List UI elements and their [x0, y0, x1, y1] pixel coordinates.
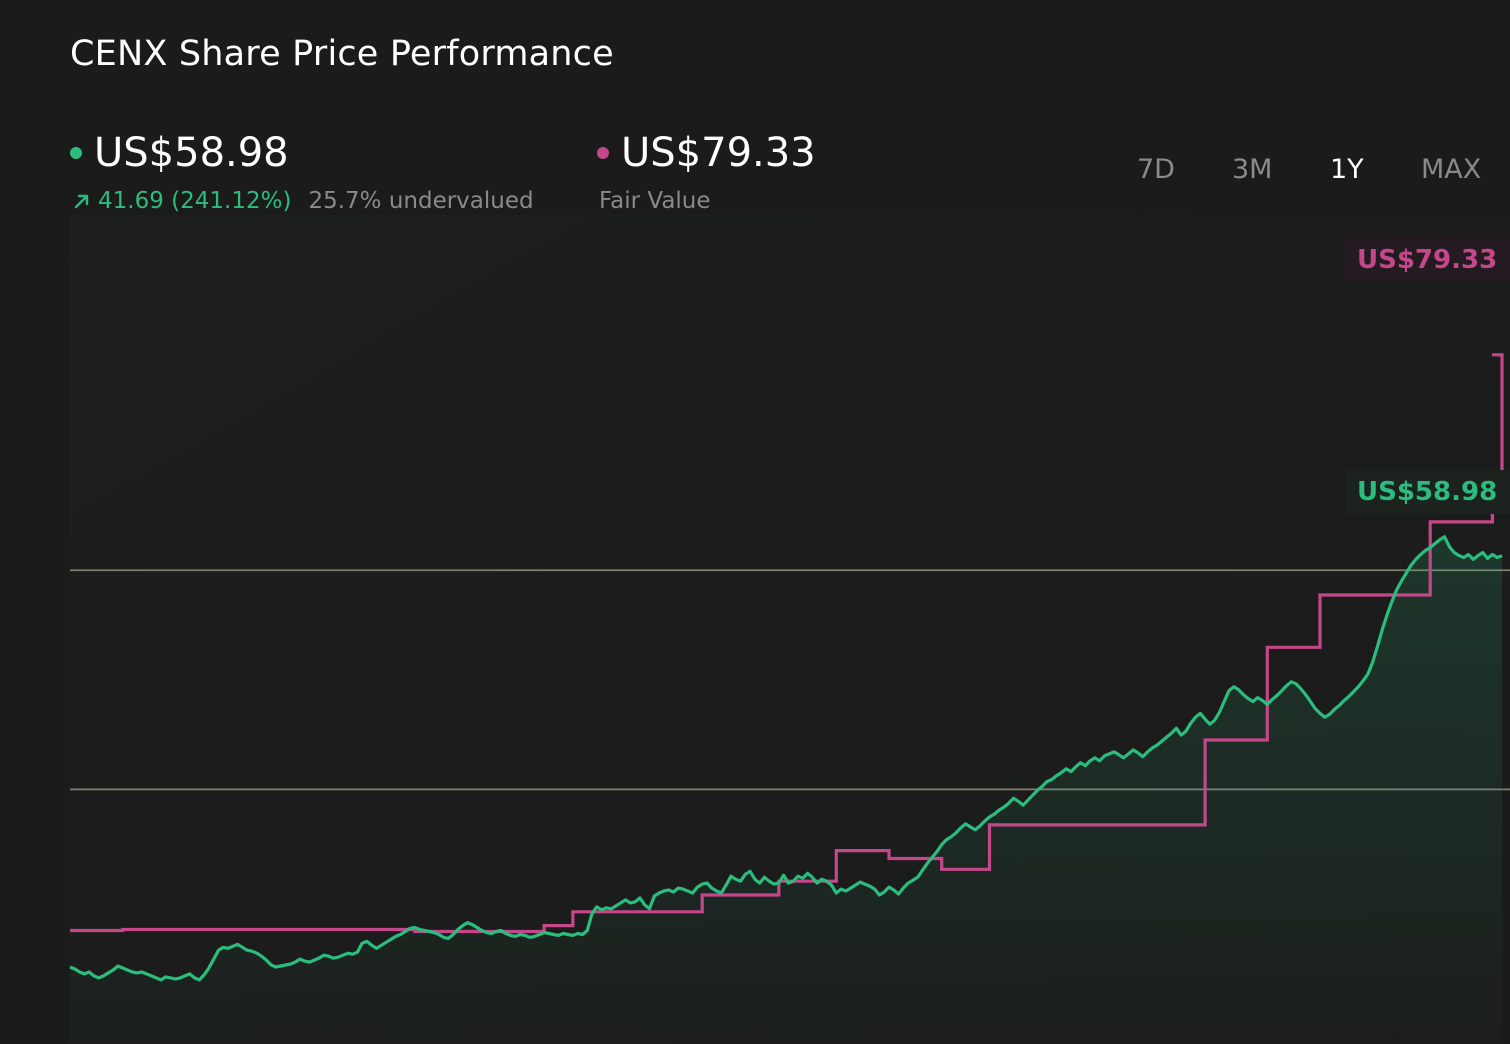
price-change: 41.69 (241.12%)	[70, 188, 291, 214]
price-legend-dot	[70, 147, 82, 159]
fair-value-line	[70, 353, 1504, 934]
chart-title: CENX Share Price Performance	[70, 34, 614, 74]
fair-value-block: US$79.33 Fair Value	[597, 130, 816, 214]
fair-value-tag-text: US$79.33	[1357, 245, 1497, 275]
current-price-block: US$58.98 41.69 (241.12%) 25.7% undervalu…	[70, 130, 534, 214]
time-range-tabs: 7D 3M 1Y MAX	[1110, 154, 1510, 188]
share-price-line	[69, 535, 1503, 982]
current-price-value: US$58.98	[94, 130, 289, 176]
price-tag-text: US$58.98	[1357, 477, 1497, 507]
tab-1y[interactable]: 1Y	[1330, 154, 1364, 185]
fair-value-tag-bg	[1346, 238, 1510, 282]
fair-value-tag: US$79.33	[1346, 238, 1510, 282]
tab-3m[interactable]: 3M	[1232, 154, 1273, 185]
fair-value-price: US$79.33	[621, 130, 816, 176]
price-tag-bg	[1346, 470, 1510, 514]
tab-max[interactable]: MAX	[1421, 154, 1482, 185]
fair-value-legend-dot	[597, 147, 609, 159]
price-area	[70, 536, 1502, 1044]
price-tag: US$58.98	[1346, 470, 1510, 514]
arrow-up-right-icon	[74, 194, 89, 209]
tab-7d[interactable]: 7D	[1137, 154, 1175, 185]
fair-value-label: Fair Value	[599, 188, 711, 214]
price-change-text: 41.69 (241.12%)	[98, 188, 292, 214]
valuation-text: 25.7% undervalued	[308, 188, 534, 214]
